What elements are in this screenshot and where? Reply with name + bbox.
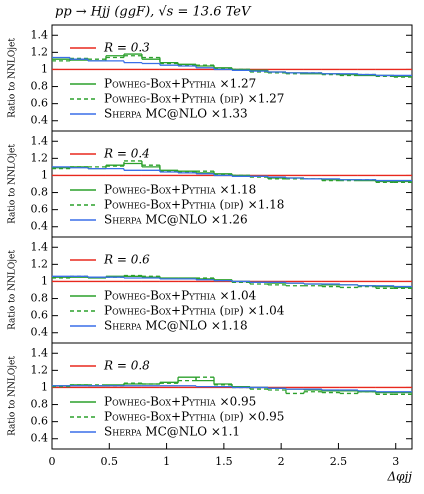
x-tick-label: 2.5	[330, 455, 348, 468]
legend-label: Sherpa MC@NLO ×1.33	[104, 107, 248, 121]
y-tick-label: 0.8	[31, 80, 49, 93]
y-tick-label: 0.6	[31, 415, 49, 428]
y-tick-label: 1.2	[31, 257, 49, 270]
y-tick-label: 0.4	[31, 326, 49, 339]
legend-label: Sherpa MC@NLO ×1.18	[104, 319, 248, 333]
x-tick-label: 0.5	[101, 455, 119, 468]
legend-label: R = 0.3	[103, 41, 150, 55]
legend-label: R = 0.8	[103, 359, 150, 373]
y-tick-label: 1	[41, 62, 48, 75]
y-tick-label: 0.8	[31, 398, 49, 411]
x-tick-label: 1.5	[215, 455, 233, 468]
legend-label: Powheg-Box+Pythia (dip) ×0.95	[104, 410, 284, 424]
x-tick-label: 1	[163, 455, 170, 468]
y-axis-label: Ratio to NNLOjet	[8, 38, 18, 118]
x-axis-label: Δφjj	[386, 470, 412, 484]
y-axis-label: Ratio to NNLOjet	[8, 250, 18, 330]
y-tick-label: 0.4	[31, 220, 49, 233]
legend-label: Sherpa MC@NLO ×1.1	[104, 425, 240, 439]
y-tick-label: 1	[41, 168, 48, 181]
y-tick-label: 0.6	[31, 203, 49, 216]
y-tick-label: 1	[41, 380, 48, 393]
legend-label: Sherpa MC@NLO ×1.26	[104, 213, 248, 227]
x-tick-label: 2	[278, 455, 285, 468]
series	[52, 385, 412, 393]
x-tick-label: 0	[49, 455, 56, 468]
y-tick-label: 0.8	[31, 186, 49, 199]
legend-label: Powheg-Box+Pythia ×1.04	[104, 289, 257, 303]
y-tick-label: 1.4	[31, 240, 49, 253]
y-tick-label: 1.4	[31, 346, 49, 359]
legend-label: Powheg-Box+Pythia (dip) ×1.04	[104, 304, 285, 318]
y-tick-label: 1.4	[31, 28, 49, 41]
plot-frame	[51, 342, 413, 450]
legend-label: Powheg-Box+Pythia (dip) ×1.18	[104, 198, 284, 212]
x-tick-label: 3	[392, 455, 399, 468]
y-tick-label: 1.4	[31, 134, 49, 147]
y-tick-label: 1	[41, 274, 48, 287]
y-tick-label: 0.4	[31, 114, 49, 127]
y-axis-label: Ratio to NNLOjet	[8, 356, 18, 436]
legend-label: Powheg-Box+Pythia ×1.18	[104, 183, 256, 197]
chart-title: pp → Hjj (ggF), √s = 13.6 TeV	[55, 5, 252, 20]
series	[52, 56, 412, 77]
y-tick-label: 0.4	[31, 432, 49, 445]
series	[52, 166, 412, 182]
legend-label: Powheg-Box+Pythia ×1.27	[104, 77, 256, 91]
y-tick-label: 0.8	[31, 292, 49, 305]
series	[52, 275, 412, 288]
legend-label: R = 0.4	[103, 147, 150, 161]
y-tick-label: 0.6	[31, 309, 49, 322]
legend-label: Powheg-Box+Pythia ×0.95	[104, 395, 256, 409]
y-tick-label: 1.2	[31, 363, 49, 376]
y-tick-label: 1.2	[31, 45, 49, 58]
legend-label: Powheg-Box+Pythia (dip) ×1.27	[104, 92, 284, 106]
legend-label: R = 0.6	[103, 253, 150, 267]
y-tick-label: 1.2	[31, 151, 49, 164]
y-axis-label: Ratio to NNLOjet	[8, 144, 18, 224]
y-tick-label: 0.6	[31, 97, 49, 110]
